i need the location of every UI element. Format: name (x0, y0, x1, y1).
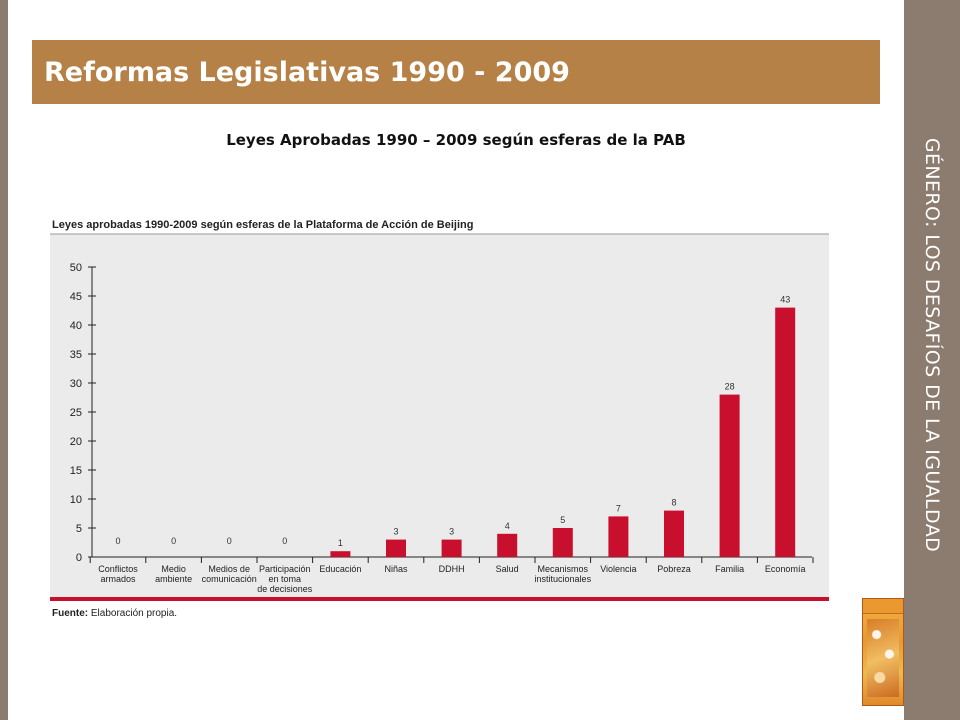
category-label-line: armados (100, 574, 136, 584)
category-label: Educación (319, 564, 361, 574)
source-text: Elaboración propia. (91, 608, 177, 619)
bar (608, 516, 629, 557)
bar-value-label: 1 (338, 538, 343, 548)
category-label-line: en toma (269, 574, 302, 584)
red-rule (50, 597, 829, 601)
y-tick-label: 50 (70, 262, 82, 274)
x-ticks (89, 557, 814, 563)
chart-panel: Leyes aprobadas 1990-2009 según esferas … (50, 212, 844, 622)
source-note: Fuente: Elaboración propia. (52, 608, 177, 619)
y-tick-label: 40 (70, 320, 82, 332)
side-title: GÉNERO: LOS DESAFÍOS DE LA IGUALDAD (921, 137, 943, 553)
y-tick-label: 5 (76, 523, 82, 535)
bar-value-label: 3 (393, 527, 398, 537)
book-cover-illustration (867, 619, 899, 697)
category-label-line: Salud (496, 564, 519, 574)
category-label-line: Medios de (208, 564, 250, 574)
bar (719, 394, 740, 557)
book-cover-icon (862, 598, 904, 706)
y-tick-label: 20 (70, 436, 82, 448)
category-label-line: de decisiones (257, 584, 313, 594)
left-strip (0, 0, 8, 720)
bar-value-label: 3 (449, 527, 454, 537)
y-tick-label: 15 (70, 465, 82, 477)
category-label-line: Economía (765, 564, 806, 574)
category-label-line: Educación (319, 564, 361, 574)
category-label-line: DDHH (439, 564, 465, 574)
bar (386, 539, 406, 557)
title-bar: Reformas Legislativas 1990 - 2009 (32, 40, 880, 104)
category-label: Salud (496, 564, 519, 574)
bar-chart: Leyes aprobadas 1990-2009 según esferas … (50, 219, 829, 619)
category-label: Conflictos armados (98, 564, 138, 584)
category-label: Medios de comunicación (202, 564, 257, 584)
y-ticks: 0 5 10 15 20 25 30 35 40 45 50 (70, 262, 96, 564)
category-label: Familia (715, 564, 744, 574)
y-tick-label: 35 (70, 349, 82, 361)
y-tick-label: 45 (70, 291, 82, 303)
bar (330, 551, 351, 557)
category-label-line: Mecanismos (538, 564, 589, 574)
category-label-line: Medio (161, 564, 186, 574)
category-label-line: institucionales (535, 574, 592, 584)
category-label-line: Niñas (384, 564, 408, 574)
category-label: Medio ambiente (155, 564, 192, 584)
bar (552, 528, 573, 557)
bar-value-label: 4 (505, 521, 510, 531)
y-tick-label: 0 (76, 552, 82, 564)
bar (441, 539, 462, 557)
bar-value-label: 0 (227, 536, 232, 546)
source-label: Fuente: (52, 608, 88, 619)
category-label-line: ambiente (155, 574, 192, 584)
category-label: Participación en toma de decisiones (257, 564, 313, 594)
bar (775, 307, 796, 557)
bar (497, 533, 518, 557)
category-label: Niñas (384, 564, 408, 574)
category-label: Pobreza (657, 564, 691, 574)
bar-value-label: 0 (115, 536, 120, 546)
y-tick-label: 10 (70, 494, 82, 506)
category-label-line: Violencia (600, 564, 636, 574)
chart-background (50, 234, 829, 600)
bar (664, 510, 684, 557)
y-tick-label: 25 (70, 407, 82, 419)
slide-title: Reformas Legislativas 1990 - 2009 (44, 56, 570, 88)
category-label: Violencia (600, 564, 636, 574)
category-label-line: comunicación (202, 574, 257, 584)
bar-value-label: 0 (171, 536, 176, 546)
category-label-line: Familia (715, 564, 744, 574)
bar-value-label: 8 (671, 498, 676, 508)
category-label-line: Pobreza (657, 564, 691, 574)
bar-value-label: 28 (725, 382, 735, 392)
y-tick-label: 30 (70, 378, 82, 390)
bar-value-label: 7 (616, 503, 621, 513)
bar-value-label: 0 (282, 536, 287, 546)
bar-value-label: 43 (780, 295, 790, 305)
side-band (904, 0, 960, 720)
slide-subtitle: Leyes Aprobadas 1990 – 2009 según esfera… (226, 131, 686, 149)
category-label-line: Participación (259, 564, 311, 574)
chart-title: Leyes aprobadas 1990-2009 según esferas … (52, 219, 473, 231)
category-label: DDHH (439, 564, 465, 574)
book-cover-band (863, 599, 903, 614)
bar-value-label: 5 (560, 515, 565, 525)
category-label: Economía (765, 564, 806, 574)
category-label: Mecanismos institucionales (535, 564, 592, 584)
category-labels: Conflictos armados Medio ambiente Medios de c… (98, 564, 805, 594)
bars (330, 307, 796, 557)
category-label-line: Conflictos (98, 564, 138, 574)
bar-labels: 0 0 0 0 1 3 3 4 5 7 8 28 43 (115, 295, 790, 549)
